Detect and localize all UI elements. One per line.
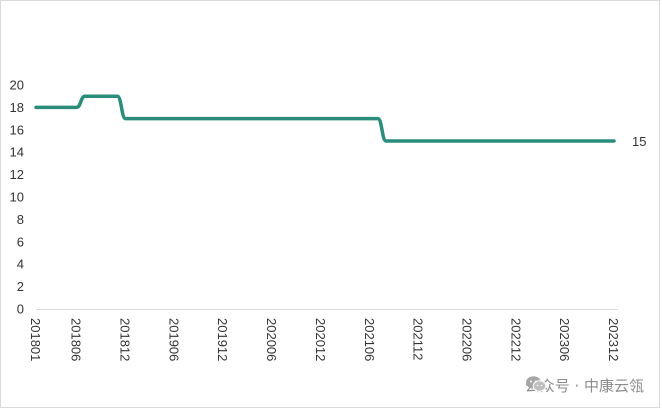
y-tick-label: 10	[10, 190, 24, 205]
y-tick-label: 18	[10, 100, 24, 115]
series-line	[34, 94, 616, 143]
y-tick-label: 12	[10, 167, 24, 182]
x-tick-label: 201906	[166, 318, 181, 361]
y-tick-label: 20	[10, 78, 24, 93]
y-tick-label: 16	[10, 122, 24, 137]
x-tick-label: 201812	[118, 318, 133, 361]
x-tick-label: 202006	[264, 318, 279, 361]
y-axis: 0 2 4 6 8 10 12 14 16 18 20	[10, 78, 24, 317]
x-tick-label: 202012	[313, 318, 328, 361]
x-tick-label: 202306	[557, 318, 572, 361]
x-tick-label: 202312	[606, 318, 621, 361]
series-layer: 15	[34, 94, 646, 149]
y-tick-label: 8	[17, 212, 24, 227]
watermark-text: 公众号 · 中康云瓴	[524, 377, 644, 395]
y-tick-label: 2	[17, 279, 24, 294]
y-tick-label: 0	[17, 302, 24, 317]
x-tick-label: 202112	[411, 318, 426, 360]
x-axis: 201801 201806 201812 201906 201912 202006 2020…	[28, 309, 621, 361]
x-tick-label: 201806	[69, 318, 84, 361]
y-tick-label: 6	[17, 234, 24, 249]
x-tick-label: 202206	[459, 318, 474, 361]
series-end-label: 15	[632, 134, 646, 149]
watermark: 公众号 · 中康云瓴	[525, 375, 644, 396]
x-tick-label: 202106	[362, 318, 377, 361]
wechat-icon	[525, 376, 546, 392]
x-tick-label: 202212	[508, 318, 523, 361]
x-tick-label: 201801	[28, 318, 43, 361]
y-tick-label: 4	[17, 257, 24, 272]
y-tick-label: 14	[10, 145, 24, 160]
x-tick-label: 201912	[215, 318, 230, 361]
